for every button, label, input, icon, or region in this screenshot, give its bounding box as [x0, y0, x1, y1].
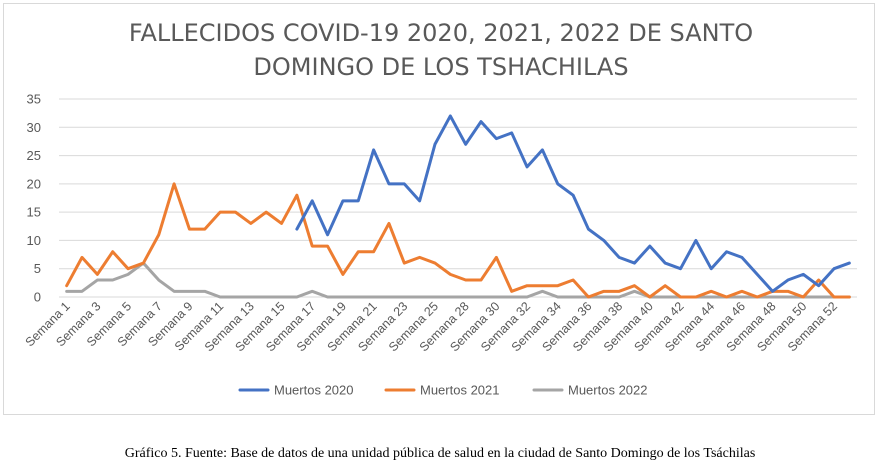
legend-item-muertos-2022: Muertos 2022 — [532, 383, 648, 398]
y-tick-label: 5 — [34, 261, 41, 276]
series-lines — [65, 114, 851, 299]
y-tick-label: 20 — [27, 176, 41, 191]
chart-title: FALLECIDOS COVID-19 2020, 2021, 2022 DE … — [129, 19, 753, 81]
y-tick-label: 30 — [27, 120, 41, 135]
y-tick-label: 15 — [27, 205, 41, 220]
gridlines — [59, 98, 857, 298]
line-chart: FALLECIDOS COVID-19 2020, 2021, 2022 DE … — [23, 19, 857, 398]
chart-title-line-1: FALLECIDOS COVID-19 2020, 2021, 2022 DE … — [129, 19, 753, 47]
series-line-muertos-2020 — [295, 114, 851, 293]
y-tick-label: 35 — [27, 92, 41, 107]
chart-frame: FALLECIDOS COVID-19 2020, 2021, 2022 DE … — [3, 3, 875, 415]
legend-label: Muertos 2022 — [568, 383, 648, 398]
legend: Muertos 2020 Muertos 2021 Muertos 2022 — [238, 383, 648, 398]
legend-item-muertos-2020: Muertos 2020 — [238, 383, 354, 398]
legend-label: Muertos 2020 — [274, 383, 354, 398]
y-tick-label: 25 — [27, 148, 41, 163]
series-line-muertos-2021 — [65, 182, 851, 299]
series-line-muertos-2022 — [65, 261, 851, 299]
y-axis-ticks: 0 5 10 15 20 25 30 35 — [27, 92, 41, 305]
chart-title-line-2: DOMINGO DE LOS TSHACHILAS — [253, 53, 628, 81]
y-tick-label: 0 — [34, 290, 41, 305]
figure-caption: Gráfico 5. Fuente: Base de datos de una … — [124, 446, 756, 461]
legend-item-muertos-2021: Muertos 2021 — [384, 383, 500, 398]
y-tick-label: 10 — [27, 233, 41, 248]
legend-label: Muertos 2021 — [420, 383, 500, 398]
